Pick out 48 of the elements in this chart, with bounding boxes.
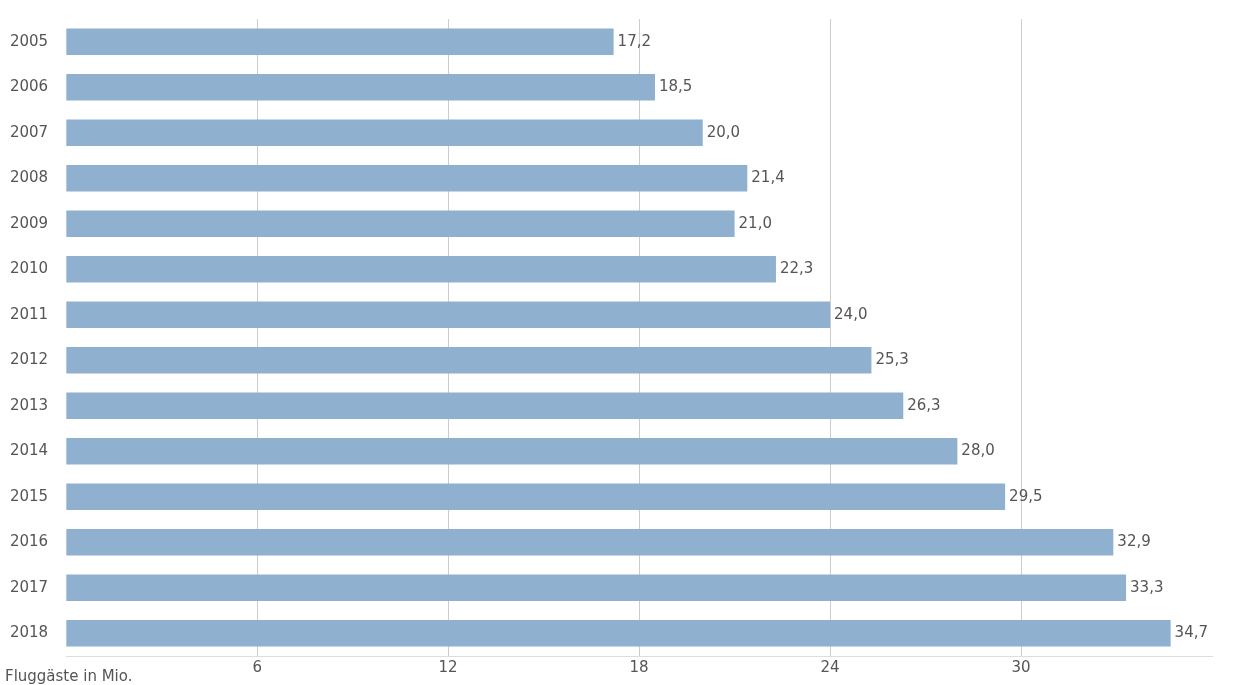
data-label: 32,9	[1117, 532, 1151, 551]
data-label: 21,4	[751, 168, 785, 187]
data-label: 18,5	[659, 77, 693, 96]
bar	[66, 392, 904, 419]
bar	[66, 483, 1006, 510]
bar	[66, 438, 958, 465]
y-tick-label: 2005	[9, 31, 49, 50]
y-tick-label: 2012	[9, 350, 49, 369]
bar	[66, 210, 735, 237]
data-label: 21,0	[738, 213, 772, 232]
bar	[66, 165, 748, 192]
x-tick-label: 30	[1011, 657, 1031, 676]
y-tick-label: 2014	[9, 441, 49, 460]
bar	[66, 347, 872, 374]
data-label: 24,0	[834, 304, 868, 323]
x-tick-label: 18	[629, 657, 649, 676]
y-tick-label: 2015	[9, 486, 49, 505]
y-tick-label: 2010	[9, 259, 49, 278]
bar	[66, 28, 614, 55]
y-tick-label: 2009	[9, 213, 49, 232]
bar	[66, 620, 1171, 647]
x-tick-label: 24	[820, 657, 840, 676]
y-tick-label: 2007	[9, 122, 49, 141]
x-tick-label: 12	[438, 657, 458, 676]
bar	[66, 256, 776, 283]
data-label: 29,5	[1009, 486, 1043, 505]
y-tick-label: 2018	[9, 623, 49, 642]
data-label: 22,3	[779, 259, 814, 278]
data-label: 28,0	[961, 441, 995, 460]
bar	[66, 119, 703, 146]
y-tick-label: 2011	[9, 304, 49, 323]
y-tick-label: 2013	[9, 395, 49, 414]
data-label: 20,0	[706, 122, 741, 141]
x-tick-label: 6	[252, 657, 262, 676]
bar	[66, 574, 1127, 601]
y-tick-label: 2006	[9, 77, 49, 96]
y-tick-label: 2017	[9, 577, 49, 596]
y-tick-label: 2016	[9, 532, 49, 551]
data-label: 17,2	[617, 31, 652, 50]
bar	[66, 529, 1114, 556]
bar	[66, 301, 831, 328]
data-label: 34,7	[1174, 623, 1209, 642]
bar	[66, 74, 655, 101]
y-tick-label: 2008	[9, 168, 49, 187]
data-label: 26,3	[907, 395, 941, 414]
data-label: 33,3	[1130, 577, 1164, 596]
x-axis-title: Fluggäste in Mio.	[5, 666, 133, 685]
data-label: 25,3	[875, 350, 909, 369]
